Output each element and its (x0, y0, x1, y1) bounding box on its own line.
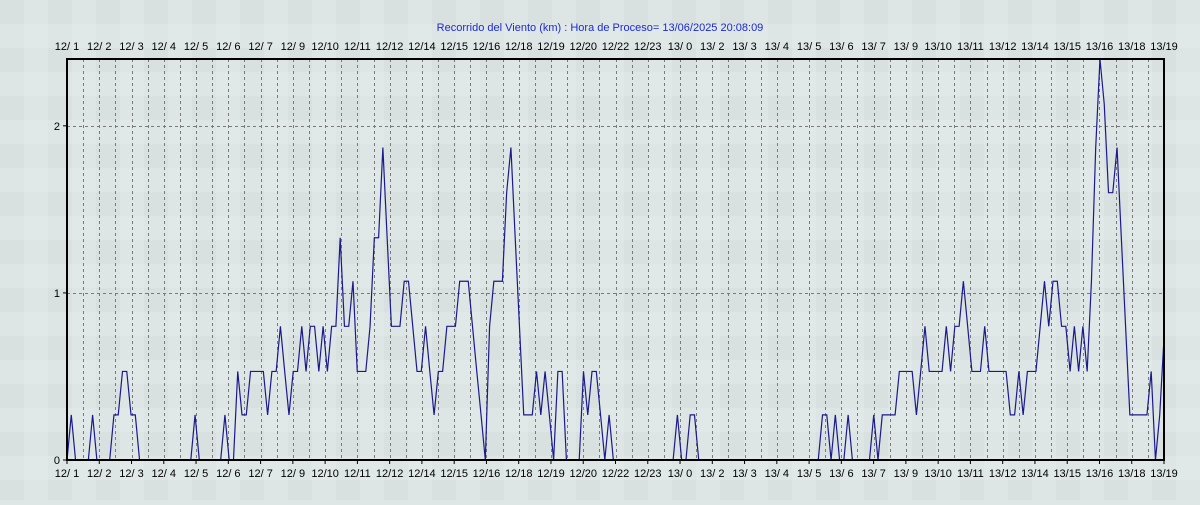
x-tick-label-top: 12/22 (602, 41, 630, 53)
x-tick-label-top: 12/ 7 (248, 41, 272, 53)
x-tick-label-top: 13/18 (1118, 41, 1146, 53)
x-tick-label-top: 12/10 (311, 41, 339, 53)
x-tick-label-top: 13/10 (924, 41, 952, 53)
x-tick-label-bottom: 13/ 0 (668, 468, 692, 480)
plot-frame (66, 58, 1165, 461)
x-tick-label-bottom: 13/16 (1086, 468, 1114, 480)
x-tick-label-top: 12/ 4 (152, 41, 176, 53)
x-tick-label-bottom: 12/15 (440, 468, 468, 480)
grid-lines (67, 59, 1165, 460)
chart-title: Recorrido del Viento (km) : Hora de Proc… (437, 22, 764, 34)
x-tick-label-top: 13/ 7 (861, 41, 885, 53)
x-tick-label-top: 12/12 (376, 41, 404, 53)
x-tick-label-top: 13/11 (957, 41, 984, 53)
x-tick-label-top: 12/ 6 (216, 41, 240, 53)
x-tick-label-top: 13/ 9 (894, 41, 918, 53)
x-tick-label-top: 13/14 (1021, 41, 1049, 53)
x-tick-label-top: 12/16 (473, 41, 501, 53)
x-tick-label-top: 12/18 (505, 41, 533, 53)
x-tick-label-bottom: 13/18 (1118, 468, 1146, 480)
x-tick-label-top: 13/ 6 (829, 41, 853, 53)
x-tick-label-top: 13/16 (1086, 41, 1114, 53)
x-tick-label-bottom: 13/ 7 (861, 468, 885, 480)
x-tick-label-top: 12/ 9 (281, 41, 305, 53)
x-tick-label-top: 12/14 (408, 41, 436, 53)
x-tick-label-bottom: 12/ 4 (152, 468, 176, 480)
x-tick-label-top: 12/11 (344, 41, 371, 53)
x-tick-label-top: 13/12 (989, 41, 1017, 53)
x-tick-label-bottom: 13/19 (1150, 468, 1178, 480)
x-tick-label-top: 13/ 5 (797, 41, 821, 53)
x-tick-label-bottom: 13/11 (957, 468, 984, 480)
x-tick-label-bottom: 13/ 2 (700, 468, 724, 480)
x-tick-label-bottom: 12/ 3 (119, 468, 143, 480)
x-tick-label-bottom: 13/ 6 (829, 468, 853, 480)
x-tick-label-bottom: 13/ 5 (797, 468, 821, 480)
x-tick-label-bottom: 12/11 (344, 468, 371, 480)
x-tick-label-top: 13/19 (1150, 41, 1178, 53)
x-tick-label-bottom: 13/12 (989, 468, 1017, 480)
x-tick-label-bottom: 13/10 (924, 468, 952, 480)
x-tick-label-top: 13/15 (1053, 41, 1081, 53)
x-tick-label-top: 13/ 2 (700, 41, 724, 53)
x-tick-label-top: 12/ 3 (119, 41, 143, 53)
x-tick-label-bottom: 12/23 (634, 468, 662, 480)
x-tick-label-bottom: 13/ 3 (732, 468, 756, 480)
x-tick-label-bottom: 12/ 5 (184, 468, 208, 480)
top-x-tick-labels: 12/ 1 12/ 2 12/ 3 12/ 4 12/ 5 12/ 6 12/ 7 12/ 9… (55, 41, 1178, 53)
x-tick-label-top: 13/ 0 (668, 41, 692, 53)
x-tick-label-bottom: 13/14 (1021, 468, 1049, 480)
x-tick-label-bottom: 12/22 (602, 468, 630, 480)
x-tick-label-top: 12/20 (569, 41, 597, 53)
x-tick-label-bottom: 12/ 7 (248, 468, 272, 480)
x-tick-label-top: 12/15 (440, 41, 468, 53)
x-tick-label-bottom: 12/12 (376, 468, 404, 480)
x-tick-label-top: 12/ 1 (55, 41, 79, 53)
y-tick-label: 2 (54, 121, 60, 133)
x-tick-label-bottom: 13/ 4 (765, 468, 789, 480)
x-tick-label-bottom: 12/ 6 (216, 468, 240, 480)
x-tick-label-bottom: 13/15 (1053, 468, 1081, 480)
x-tick-label-top: 13/ 4 (765, 41, 789, 53)
bottom-x-tick-labels: 12/ 1 12/ 2 12/ 3 12/ 4 12/ 5 12/ 6 12/ 7 12/ 9… (55, 460, 1178, 480)
x-tick-label-bottom: 12/19 (537, 468, 565, 480)
x-tick-label-bottom: 13/ 9 (894, 468, 918, 480)
x-tick-label-bottom: 12/16 (473, 468, 501, 480)
x-tick-label-bottom: 12/10 (311, 468, 339, 480)
x-tick-label-bottom: 12/14 (408, 468, 436, 480)
x-tick-label-top: 12/ 2 (87, 41, 111, 53)
x-tick-label-bottom: 12/18 (505, 468, 533, 480)
x-tick-label-bottom: 12/ 2 (87, 468, 111, 480)
x-tick-label-bottom: 12/ 9 (281, 468, 305, 480)
y-tick-label: 0 (54, 455, 60, 467)
x-tick-label-top: 12/ 5 (184, 41, 208, 53)
x-tick-label-top: 13/ 3 (732, 41, 756, 53)
y-tick-label: 1 (54, 288, 60, 300)
x-tick-label-bottom: 12/ 1 (55, 468, 79, 480)
x-tick-label-bottom: 12/20 (569, 468, 597, 480)
x-tick-label-top: 12/19 (537, 41, 565, 53)
x-tick-label-top: 12/23 (634, 41, 662, 53)
